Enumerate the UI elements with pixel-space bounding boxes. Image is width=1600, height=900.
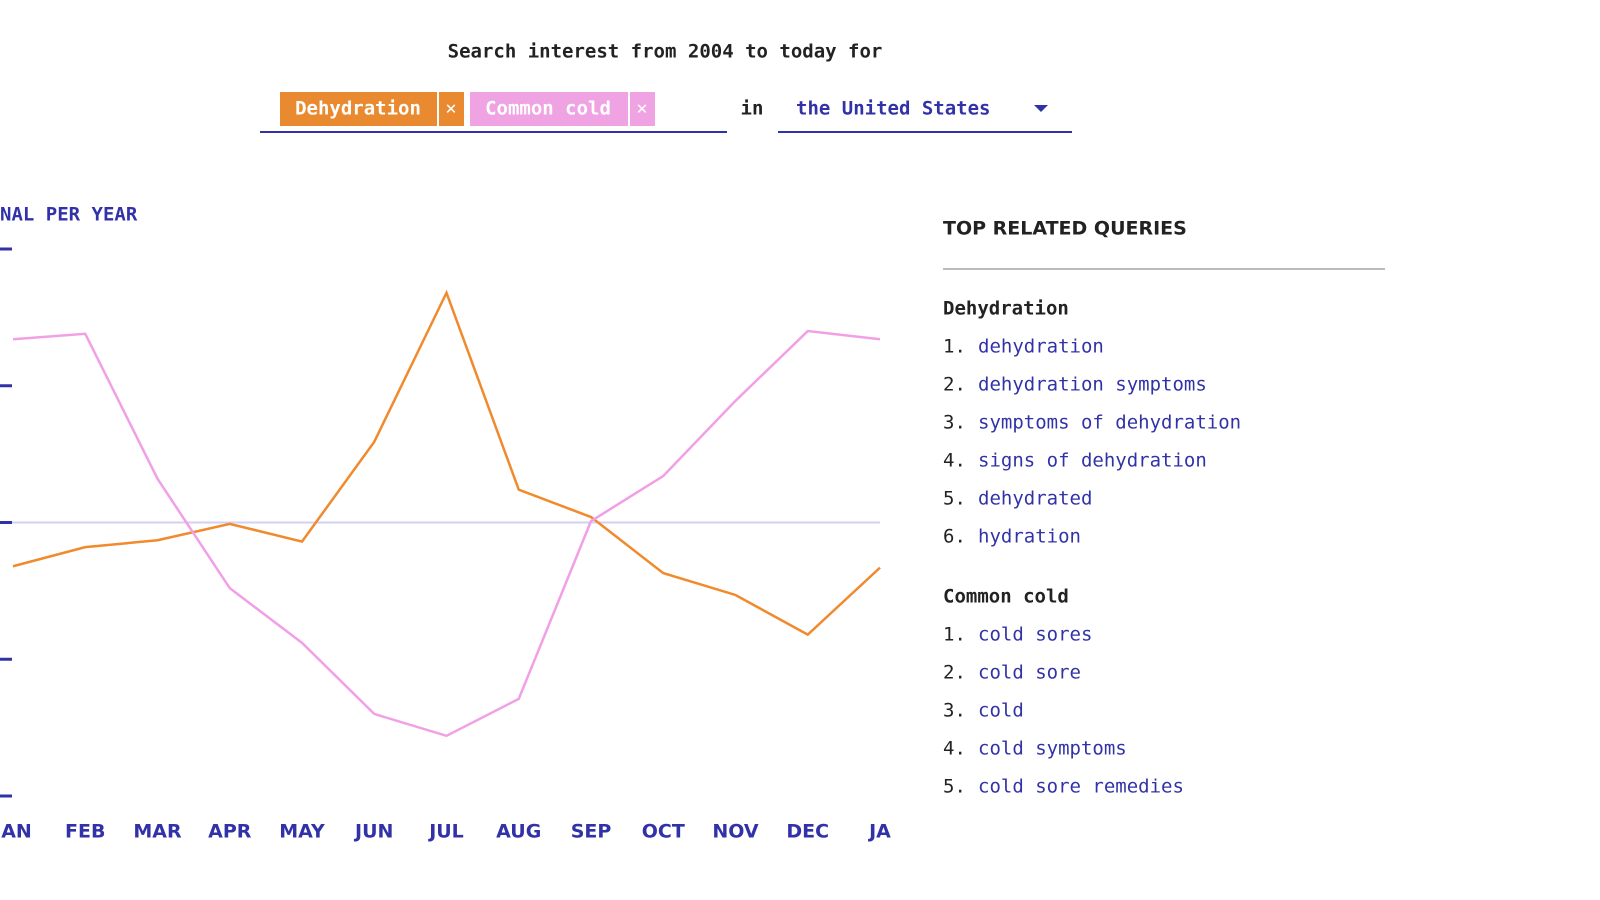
- chip-close[interactable]: [439, 92, 464, 126]
- chip-close-icon[interactable]: ×: [636, 98, 647, 120]
- rank: 3.: [943, 700, 966, 722]
- query-link[interactable]: hydration: [978, 526, 1081, 548]
- chip-label: Common cold: [485, 98, 611, 120]
- location[interactable]: the United States: [796, 98, 990, 120]
- related-title: TOP RELATED QUERIES: [943, 218, 1187, 240]
- query-link[interactable]: cold: [978, 700, 1024, 722]
- x-tick-label: AUG: [496, 821, 541, 843]
- rank: 1.: [943, 624, 966, 646]
- x-tick-label: JUN: [353, 821, 393, 843]
- chip: [280, 92, 437, 126]
- query-link[interactable]: dehydrated: [978, 488, 1092, 510]
- x-tick-label: FEB: [65, 821, 105, 843]
- x-tick-label: JA: [867, 821, 891, 843]
- rank: 5.: [943, 488, 966, 510]
- query-link[interactable]: cold sore: [978, 662, 1081, 684]
- y-axis-title: NAL PER YEAR: [0, 204, 138, 226]
- x-tick-label: OCT: [642, 821, 685, 843]
- group-name: Dehydration: [943, 298, 1069, 320]
- query-link[interactable]: dehydration symptoms: [978, 374, 1207, 396]
- rank: 3.: [943, 412, 966, 434]
- rank: 4.: [943, 450, 966, 472]
- rank: 5.: [943, 776, 966, 798]
- chip-close-icon[interactable]: ×: [445, 98, 456, 120]
- header-title: Search interest from 2004 to today for: [448, 41, 883, 63]
- x-tick-label: JUL: [427, 821, 464, 843]
- in-label: in: [741, 98, 764, 120]
- rank: 2.: [943, 662, 966, 684]
- x-tick-label: MAY: [279, 821, 325, 843]
- x-tick-label: NOV: [712, 821, 759, 843]
- series-line: [12, 289, 881, 637]
- query-link[interactable]: cold sores: [978, 624, 1092, 646]
- series-line: [12, 329, 881, 738]
- related-list: Dehydration 1. dehydration 2. dehydration sy…: [943, 298, 1241, 798]
- chart: JAN FEB MAR APR MAY JUN JUL AUG SEP OCT NOV DEC JA: [0, 247, 891, 843]
- rank: 1.: [943, 336, 966, 358]
- rank: 2.: [943, 374, 966, 396]
- x-tick-label: MAR: [133, 821, 182, 843]
- group-name: Common cold: [943, 586, 1069, 608]
- query-link[interactable]: dehydration: [978, 336, 1104, 358]
- x-tick-label: JAN: [0, 821, 32, 843]
- chip-label: Dehydration: [295, 98, 421, 120]
- query-link[interactable]: cold symptoms: [978, 738, 1127, 760]
- x-tick-label: SEP: [571, 821, 612, 843]
- query-link[interactable]: signs of dehydration: [978, 450, 1207, 472]
- dropdown-arrow[interactable]: [1034, 105, 1048, 112]
- chip: [470, 92, 628, 126]
- query-link[interactable]: symptoms of dehydration: [978, 412, 1241, 434]
- chip-close[interactable]: [630, 92, 655, 126]
- x-tick-label: DEC: [786, 821, 829, 843]
- query-link[interactable]: cold sore remedies: [978, 776, 1184, 798]
- x-tick-label: APR: [208, 821, 252, 843]
- rank: 4.: [943, 738, 966, 760]
- rank: 6.: [943, 526, 966, 548]
